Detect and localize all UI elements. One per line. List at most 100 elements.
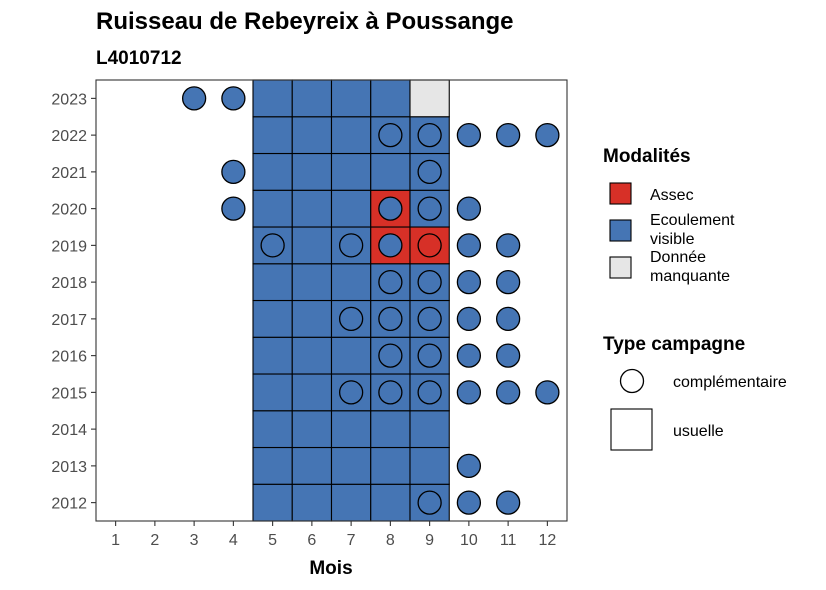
tile-2019-9 (409, 226, 450, 265)
point-2016-9 (417, 343, 442, 368)
tile-2021-6 (291, 152, 333, 191)
point-2015-11 (495, 380, 521, 405)
point-2018-9 (417, 269, 442, 295)
tile-2023-9 (409, 79, 450, 118)
tile-2015-5 (252, 373, 293, 412)
tile-2023-7 (330, 79, 372, 118)
plot-area (181, 79, 560, 522)
tile-2018-5 (252, 263, 293, 302)
point-2022-12 (535, 122, 560, 148)
legend-label: visible (650, 231, 695, 248)
legend-key-donnée-manquante (609, 256, 632, 279)
y-tick-label: 2015 (51, 385, 87, 402)
x-tick-label: 11 (500, 532, 517, 549)
point-2019-8 (378, 233, 403, 258)
tile-2023-8 (370, 79, 411, 118)
point-2017-10 (456, 306, 482, 332)
axes: 1 2 3 4 5 6 7 8 9 10 11 122012201320142015201620172… (51, 79, 568, 549)
tile-2021-8 (370, 152, 411, 191)
point-2022-11 (495, 122, 521, 148)
x-tick-label: 1 (111, 532, 120, 549)
point-2017-11 (495, 306, 521, 332)
tile-2023-6 (291, 79, 333, 118)
point-2020-9 (417, 196, 442, 221)
tile-2022-7 (330, 116, 372, 155)
tile-2020-7 (330, 189, 372, 228)
y-tick-label: 2021 (51, 165, 87, 182)
y-tick-label: 2019 (51, 238, 87, 255)
tile-2018-6 (291, 263, 333, 302)
tile-2023-5 (252, 79, 293, 118)
tile-2013-9 (409, 446, 450, 485)
point-2019-9 (417, 233, 442, 258)
point-2019-11 (495, 233, 521, 258)
y-tick-label: 2020 (51, 202, 87, 219)
chart-subtitle: L4010712 (96, 48, 182, 69)
point-2015-8 (378, 380, 403, 405)
legend-label: Ecoulement (650, 212, 735, 229)
tile-2018-7 (330, 263, 372, 302)
chart-title: Ruisseau de Rebeyreix à Poussange (96, 8, 514, 35)
tile-2014-6 (291, 410, 333, 449)
tile-2012-6 (291, 483, 333, 522)
point-2022-8 (378, 122, 403, 148)
y-tick-label: 2017 (51, 312, 87, 329)
legend-label: manquante (650, 268, 730, 285)
tile-2019-6 (291, 226, 333, 265)
x-tick-label: 2 (150, 532, 159, 549)
x-tick-label: 4 (229, 532, 238, 549)
tile-2017-6 (291, 299, 333, 338)
point-2020-10 (456, 196, 482, 221)
tile-2012-8 (370, 483, 411, 522)
point-2016-8 (378, 343, 403, 368)
point-2019-7 (338, 233, 364, 258)
y-tick-label: 2014 (51, 422, 87, 439)
tile-2022-6 (291, 116, 333, 155)
x-tick-label: 5 (268, 532, 277, 549)
point-2017-7 (338, 306, 364, 332)
tile-2012-7 (330, 483, 372, 522)
point-2018-11 (495, 269, 521, 295)
legend-key-usuelle (610, 408, 653, 451)
tile-2014-8 (370, 410, 411, 449)
panel-border (95, 79, 568, 522)
tile-2013-5 (252, 446, 293, 485)
x-axis-title: Mois (309, 558, 352, 579)
point-2016-11 (495, 343, 521, 368)
point-2020-4 (221, 196, 246, 221)
tile-2016-7 (330, 336, 372, 375)
point-2015-7 (338, 380, 364, 405)
point-2016-10 (456, 343, 482, 368)
tile-2017-8 (370, 299, 411, 338)
point-2015-10 (456, 380, 482, 405)
tile-2022-5 (252, 116, 293, 155)
point-2023-3 (181, 86, 207, 111)
y-tick-label: 2013 (51, 459, 87, 476)
point-2019-5 (260, 233, 285, 258)
x-tick-label: 12 (538, 532, 556, 549)
tile-2020-5 (252, 189, 293, 228)
tile-2012-5 (252, 483, 293, 522)
tile-2013-8 (370, 446, 411, 485)
legend-label: Donnée (650, 249, 706, 266)
point-2021-9 (417, 159, 442, 185)
legend-key-ecoulement-visible (609, 219, 632, 242)
point-2022-9 (417, 122, 442, 148)
legend-key-assec (609, 182, 632, 205)
point-2015-12 (535, 380, 560, 405)
x-tick-label: 7 (347, 532, 356, 549)
point-2022-10 (456, 122, 482, 148)
y-tick-label: 2016 (51, 349, 87, 366)
point-2019-10 (456, 233, 482, 258)
point-2018-8 (378, 269, 403, 295)
y-tick-label: 2018 (51, 275, 87, 292)
x-tick-label: 9 (425, 532, 434, 549)
point-2012-9 (417, 490, 442, 515)
point-2017-8 (378, 306, 403, 332)
legend-label: Assec (650, 187, 694, 204)
tile-2014-9 (409, 410, 450, 449)
tile-2017-5 (252, 299, 293, 338)
legend-title-modalites: Modalités (603, 146, 691, 167)
